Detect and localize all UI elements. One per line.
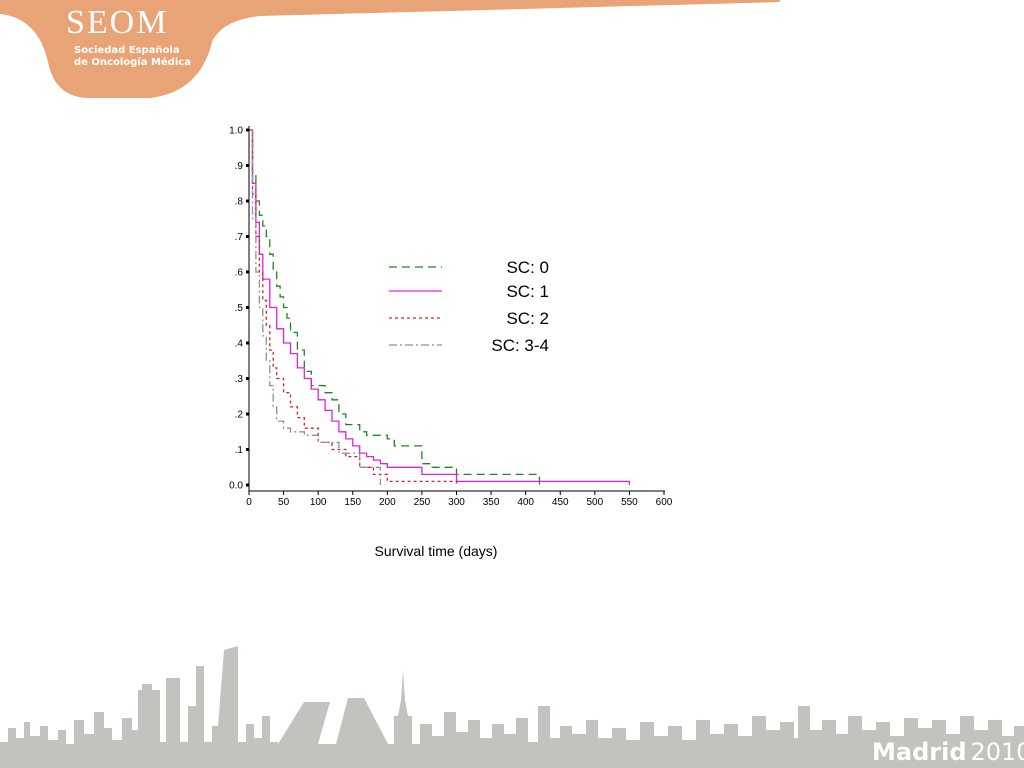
y-tick-label: .7	[235, 232, 244, 243]
survival-chart: 0.0 .1 .2 .3 .4 .5 .6 .7 .8 .9 1.0 0 50 100 150 200 250…	[229, 126, 673, 560]
x-tick-label: 200	[379, 497, 396, 508]
y-tick-label: .9	[235, 161, 244, 172]
x-tick-label: 400	[517, 497, 534, 508]
x-tick-label: 350	[483, 497, 500, 508]
x-tick-label: 550	[621, 497, 638, 508]
logo-subtitle-line1: Sociedad Española	[74, 45, 180, 56]
y-tick-mark	[246, 235, 249, 238]
footer-city: Madrid	[872, 738, 967, 766]
y-tick-mark	[246, 377, 249, 380]
header-band-shape	[0, 0, 780, 98]
legend-label: SC: 1	[506, 282, 549, 301]
y-tick-mark	[246, 341, 249, 345]
logo-subtitle-line2: de Oncología Médica	[74, 57, 191, 68]
x-ticks: 0 50 100 150 200 250 300 350 400 450 500 550 600	[246, 491, 673, 508]
x-tick-label: 0	[246, 497, 252, 508]
y-tick-label: .8	[235, 197, 244, 208]
series-line-1	[249, 129, 541, 485]
y-tick-mark	[246, 448, 249, 451]
y-tick-mark	[246, 270, 249, 274]
y-tick-mark	[246, 128, 249, 132]
x-tick-label: 250	[414, 497, 431, 508]
footer-year: 2010	[970, 738, 1024, 766]
y-tick-label: .4	[235, 339, 244, 350]
y-tick-label: 0.0	[229, 481, 243, 492]
y-tick-label: .6	[235, 268, 244, 279]
madrid-2010-logo: Madrid 2010	[872, 738, 1024, 766]
x-tick-label: 50	[278, 497, 290, 508]
seom-logo-subtitle: Sociedad Española de Oncología Médica	[74, 45, 204, 69]
series-line-4	[249, 129, 382, 485]
y-tick-mark	[246, 412, 249, 416]
y-tick-label: .2	[235, 410, 244, 421]
y-tick-label: .5	[235, 303, 244, 314]
legend: SC: 0 SC: 1 SC: 2 SC: 3-4	[389, 258, 549, 355]
x-tick-label: 300	[448, 497, 465, 508]
y-tick-label: 1.0	[229, 126, 243, 137]
y-tick-label: .1	[235, 445, 244, 456]
x-axis-title: Survival time (days)	[375, 543, 498, 559]
y-tick-label: .3	[235, 374, 244, 385]
header-band	[0, 0, 780, 98]
x-tick-label: 100	[310, 497, 327, 508]
skyline-silhouette	[0, 646, 1024, 768]
y-tick-mark	[246, 199, 249, 203]
x-tick-label: 500	[586, 497, 603, 508]
y-tick-mark	[246, 164, 249, 167]
series-line-3	[249, 129, 458, 485]
x-tick-label: 600	[656, 497, 673, 508]
series-layer	[249, 129, 631, 485]
y-tick-mark	[246, 306, 249, 309]
madrid-skyline	[0, 646, 1024, 768]
legend-label: SC: 3-4	[491, 336, 549, 355]
y-ticks: 0.0 .1 .2 .3 .4 .5 .6 .7 .8 .9 1.0	[229, 126, 249, 492]
seom-logo: SEOM	[66, 4, 169, 41]
y-tick-mark	[246, 483, 249, 487]
x-tick-label: 450	[552, 497, 569, 508]
legend-label: SC: 2	[506, 309, 549, 328]
x-tick-label: 150	[344, 497, 361, 508]
series-line-2	[249, 129, 631, 485]
legend-label: SC: 0	[506, 258, 549, 277]
